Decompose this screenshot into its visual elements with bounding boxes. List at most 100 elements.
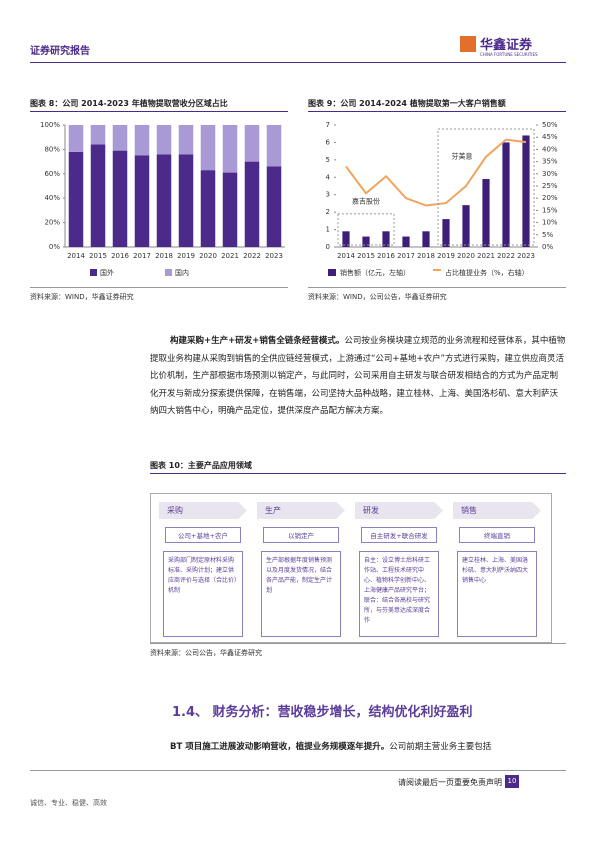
bar: [482, 179, 490, 247]
y2-tick-label: 5%: [542, 231, 553, 239]
x-tick-label: 2015: [89, 252, 107, 260]
notice: 请阅读最后一页重要免责声明: [398, 778, 502, 787]
bar: [68, 125, 84, 152]
legend-swatch: [328, 269, 336, 276]
x-tick-label: 2021: [221, 252, 239, 260]
legend-swatch: [433, 269, 441, 271]
column: 生产 以销定产 生产部根据年度销售预测以及月度发货情况，结合各产品产能，制定生产计划: [257, 502, 345, 637]
bar: [178, 125, 194, 155]
chart: 0 1 2 3 4 5 6 7 0% 5% 10% 15% 20% 25% 30% 35% 40% 45% 50% 2…: [326, 121, 558, 277]
x-tick-label: 2016: [377, 252, 395, 260]
bar: [156, 154, 172, 247]
x-tick-label: 2020: [199, 252, 217, 260]
bar: [266, 125, 282, 167]
column-text: 采购部门制定原材料采购标准、采购计划；建立供应商评价与选择（合比价）机制: [163, 551, 243, 637]
motto: 诚信、专业、稳健、高效: [30, 799, 107, 807]
lead: BT 项目施工进展波动影响营收，植提业务规模逐年提升。: [170, 742, 390, 752]
bar: [266, 166, 282, 247]
y-tick-label: 100%: [40, 121, 60, 129]
bar: [200, 170, 216, 247]
paragraph: 构建采购+生产+研发+销售全链条经营模式。公司按业务模块建立规范的业务流程和经营…: [150, 333, 566, 421]
rule: [150, 643, 566, 644]
rule: [150, 473, 566, 474]
bar: [90, 125, 106, 145]
line: [345, 138, 527, 207]
legend-label: 国内: [175, 268, 189, 277]
x-tick-label: 2016: [111, 252, 129, 260]
bar: [382, 231, 390, 247]
bar: [200, 125, 216, 171]
y-tick-label: 4: [326, 173, 331, 181]
y2-tick-label: 0%: [542, 243, 553, 251]
column-mode: 自主研发+联合研发: [361, 527, 437, 543]
column-mode: 公司+基地+农户: [165, 527, 241, 543]
bar: [462, 205, 470, 247]
x-tick-label: 2018: [155, 252, 173, 260]
y2-tick-label: 45%: [542, 133, 558, 141]
annotation: 芬美意: [452, 151, 473, 160]
column: 采购公司+基地+农户采购部门制定原材料采购标准、采购计划；建立供应商评价与选择（…: [159, 502, 247, 637]
column-text: 自主：设立博士后科研工作站、工程技术研究中心、植物科学创新中心、上海健康产品研究…: [359, 551, 439, 637]
y-tick-label: 20%: [44, 219, 60, 227]
legend-swatch: [165, 269, 172, 276]
y2-tick-label: 35%: [542, 158, 558, 166]
x-tick-label: 2022: [497, 252, 515, 260]
y-tick-label: 60%: [44, 170, 60, 178]
header-rule: [30, 62, 566, 63]
y-tick-label: 2: [326, 208, 330, 216]
bar: [112, 150, 128, 247]
y-tick-label: 0: [326, 243, 330, 251]
x-tick-label: 2019: [437, 252, 455, 260]
source: 资料来源：公司公告，华鑫证券研究: [150, 649, 262, 657]
bar: [68, 151, 84, 247]
bar: [244, 125, 260, 162]
y2-tick-label: 40%: [542, 145, 558, 153]
annotation: 嘉吉股份: [352, 197, 380, 206]
column-head: 采购: [159, 502, 247, 519]
y-tick-label: 3: [326, 191, 330, 199]
column-mode: 以销定产: [263, 527, 339, 543]
rule: [308, 111, 566, 112]
body: 公司按业务模块建立规范的业务流程和经营体系，其中植物提取业务构建从采购到销售的全…: [150, 336, 566, 416]
annotation-box: [437, 128, 535, 246]
bar: [90, 144, 106, 247]
column-head: 研发: [355, 502, 443, 519]
y-tick-label: 40%: [44, 194, 60, 202]
y2-tick-label: 50%: [542, 121, 558, 129]
x-tick-label: 2019: [177, 252, 195, 260]
x-tick-label: 2020: [457, 252, 475, 260]
y2-tick-label: 30%: [542, 170, 558, 178]
y-tick-label: 1: [326, 226, 330, 234]
annotation-box: [337, 213, 395, 246]
column-text: 建立桂林、上海、美国洛杉矶、意大利萨沃纳四大销售中心: [457, 551, 537, 637]
columns: 采购公司+基地+农户采购部门制定原材料采购标准、采购计划；建立供应商评价与选择（…: [159, 502, 551, 637]
legend-label: 占比植提业务（%，右轴）: [445, 268, 529, 277]
source: 资料来源：WIND，华鑫证券研究: [30, 293, 134, 301]
logo-icon: [460, 36, 476, 52]
x-tick-label: 2015: [357, 252, 375, 260]
bar: [442, 219, 450, 247]
figure-title: 图表 8：公司 2014-2023 年植物提取营收分区域占比: [30, 99, 228, 108]
x-tick-label: 2014: [67, 252, 85, 260]
x-tick-label: 2017: [133, 252, 151, 260]
y-tick-label: 7: [326, 121, 330, 129]
section-heading: 1.4、 财务分析：营收稳步增长，结构优化利好盈利: [172, 705, 473, 720]
column: 研发自主研发+联合研发自主：设立博士后科研工作站、工程技术研究中心、植物科学创新…: [355, 502, 443, 637]
lead: 构建采购+生产+研发+销售全链条经营模式。: [170, 336, 345, 346]
x-tick-label: 2014: [337, 252, 355, 260]
bar: [222, 172, 238, 247]
bar: [222, 125, 238, 173]
legend-label: 销售额（亿元，左轴）: [340, 268, 410, 277]
figure-title: 图表 10：主要产品应用领域: [150, 461, 252, 470]
brand: 华鑫证券: [480, 38, 533, 53]
bar: [178, 154, 194, 247]
y2-tick-label: 20%: [542, 194, 558, 202]
y-tick-label: 5: [326, 156, 330, 164]
header-title: 证券研究报告: [30, 46, 90, 57]
legend-label: 国外: [100, 268, 114, 277]
column: 销售 终端直销 建立桂林、上海、美国洛杉矶、意大利萨沃纳四大销售中心: [453, 502, 541, 637]
bar: [402, 236, 410, 247]
brand-en: CHINA FORTUNE SECURITIES: [480, 52, 538, 57]
column-head: 生产: [257, 502, 345, 519]
